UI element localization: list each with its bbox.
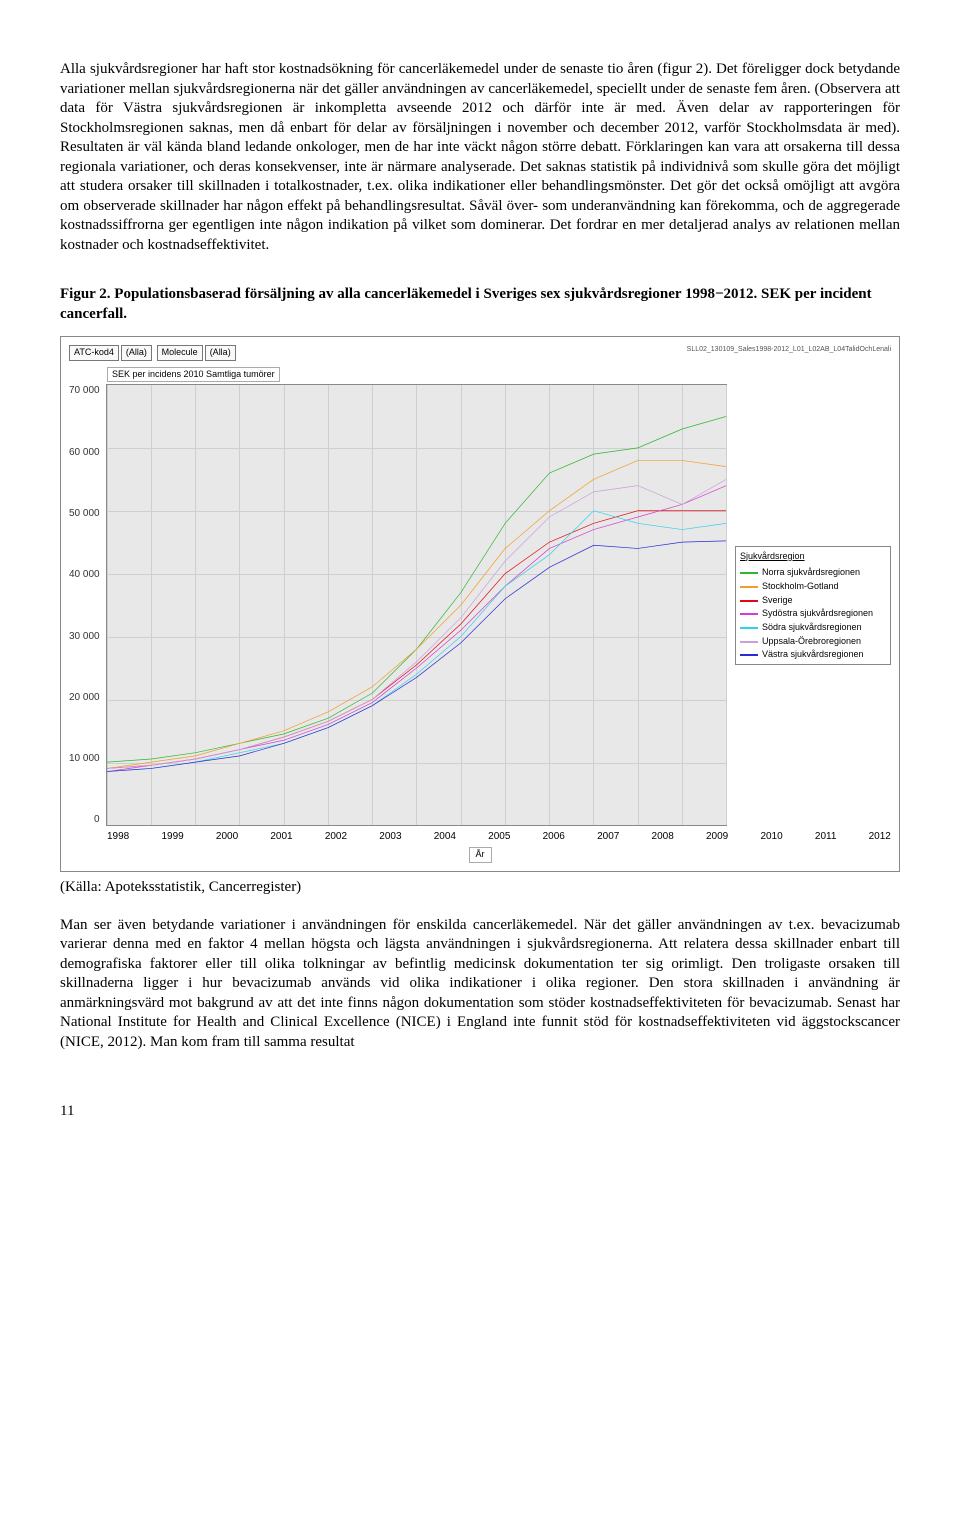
y-tick: 20 000	[69, 691, 100, 704]
legend-item: Södra sjukvårdsregionen	[738, 621, 888, 635]
filter-molecule: Molecule	[157, 345, 203, 361]
series-line	[107, 511, 726, 769]
y-axis: 70 000 60 000 50 000 40 000 30 000 20 000 10 0…	[69, 384, 106, 826]
legend-item: Stockholm-Gotland	[738, 580, 888, 594]
legend-swatch	[740, 613, 758, 615]
filter-atc: ATC-kod4	[69, 345, 119, 361]
series-line	[107, 486, 726, 772]
legend-item: Västra sjukvårdsregionen	[738, 648, 888, 662]
y-tick: 50 000	[69, 507, 100, 520]
legend-swatch	[740, 627, 758, 629]
y-tick: 40 000	[69, 568, 100, 581]
x-tick: 1998	[107, 830, 129, 843]
page-number: 11	[60, 1102, 900, 1122]
y-tick: 0	[69, 813, 100, 826]
x-tick: 2004	[434, 830, 456, 843]
x-tick: 2008	[652, 830, 674, 843]
x-tick: 2011	[815, 830, 837, 843]
y-tick: 70 000	[69, 384, 100, 397]
x-tick: 2002	[325, 830, 347, 843]
paragraph-2: Man ser även betydande variationer i anv…	[60, 916, 900, 1053]
plot-area	[106, 384, 727, 826]
x-tick: 2012	[869, 830, 891, 843]
legend-swatch	[740, 654, 758, 656]
legend-label: Västra sjukvårdsregionen	[762, 649, 864, 661]
x-axis-label: År	[469, 847, 492, 863]
filter-molecule-value: (Alla)	[205, 345, 236, 361]
x-tick: 2010	[760, 830, 782, 843]
x-tick: 2007	[597, 830, 619, 843]
figure-title: Figur 2. Populationsbaserad försäljning …	[60, 285, 900, 324]
series-line	[107, 541, 726, 772]
x-tick: 2005	[488, 830, 510, 843]
legend-label: Sydöstra sjukvårdsregionen	[762, 608, 873, 620]
legend-item: Sverige	[738, 594, 888, 608]
x-tick: 2009	[706, 830, 728, 843]
series-line	[107, 417, 726, 763]
series-line	[107, 511, 726, 772]
legend-label: Södra sjukvårdsregionen	[762, 622, 862, 634]
chart-filters: ATC-kod4(Alla) Molecule(Alla)	[69, 345, 238, 361]
chart-source: (Källa: Apoteksstatistik, Cancerregister…	[60, 878, 900, 898]
legend-item: Sydöstra sjukvårdsregionen	[738, 607, 888, 621]
legend-swatch	[740, 572, 758, 574]
x-tick: 2006	[543, 830, 565, 843]
legend-label: Stockholm-Gotland	[762, 581, 839, 593]
legend-swatch	[740, 586, 758, 588]
legend-swatch	[740, 641, 758, 643]
chart-container: ATC-kod4(Alla) Molecule(Alla) SLL02_1301…	[60, 336, 900, 872]
legend-label: Norra sjukvårdsregionen	[762, 567, 860, 579]
y-tick: 30 000	[69, 630, 100, 643]
x-axis: 1998 1999 2000 2001 2002 2003 2004 2005 2006 2007…	[69, 826, 891, 843]
x-tick: 1999	[161, 830, 183, 843]
series-line	[107, 461, 726, 769]
legend: Sjukvårdsregion Norra sjukvårdsregionen S…	[735, 546, 891, 666]
legend-label: Uppsala-Örebroregionen	[762, 636, 861, 648]
chart-sub-label: SEK per incidens 2010 Samtliga tumörer	[107, 367, 280, 383]
x-tick: 2000	[216, 830, 238, 843]
y-tick: 10 000	[69, 752, 100, 765]
x-tick: 2003	[379, 830, 401, 843]
legend-swatch	[740, 600, 758, 602]
chart-id: SLL02_130109_Sales1998-2012_L01_L02AB_L0…	[687, 345, 891, 354]
legend-item: Norra sjukvårdsregionen	[738, 566, 888, 580]
y-tick: 60 000	[69, 446, 100, 459]
series-line	[107, 480, 726, 769]
filter-atc-value: (Alla)	[121, 345, 152, 361]
legend-label: Sverige	[762, 595, 793, 607]
x-tick: 2001	[270, 830, 292, 843]
legend-title: Sjukvårdsregion	[738, 549, 888, 565]
legend-item: Uppsala-Örebroregionen	[738, 635, 888, 649]
paragraph-1: Alla sjukvårdsregioner har haft stor kos…	[60, 60, 900, 255]
